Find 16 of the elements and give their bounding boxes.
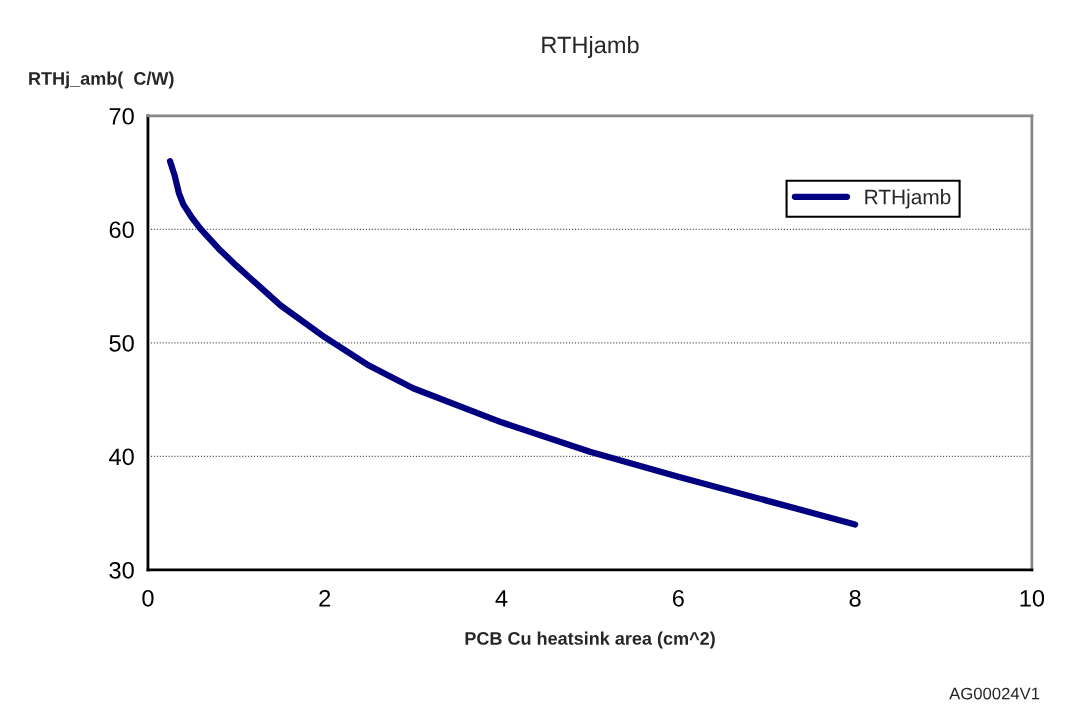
x-tick-label: 8 — [849, 589, 861, 607]
legend-label: RTHjamb — [865, 189, 951, 209]
text: AG00024V1 — [949, 687, 1040, 700]
y-tick-label: 40 — [109, 448, 134, 466]
chart-title: RTHjamb — [542, 36, 639, 58]
x-tick-label: 2 — [319, 589, 331, 607]
x-tick-label: 0 — [142, 589, 154, 607]
y-tick-label: 70 — [109, 107, 134, 125]
x-axis-title: PCB Cu heatsink area (cm^2) — [465, 631, 715, 649]
x-tick-label: 6 — [672, 589, 684, 607]
x-tick-label: 10 — [1020, 589, 1045, 607]
y-axis-title: RTHj_amb( C/W) — [29, 71, 174, 89]
y-tick-label: 30 — [109, 561, 134, 579]
y-tick-label: 60 — [109, 221, 134, 239]
y-tick-label: 50 — [109, 334, 134, 352]
x-tick-label: 4 — [495, 590, 508, 607]
